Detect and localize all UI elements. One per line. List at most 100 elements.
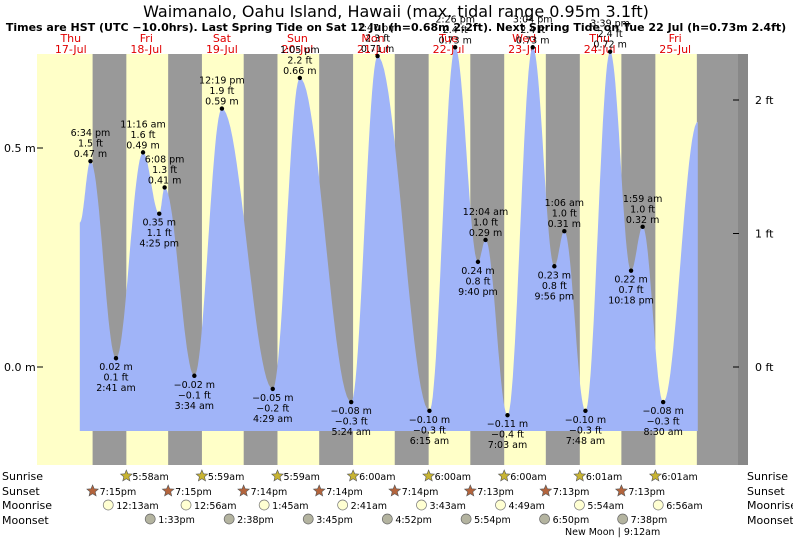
- sunrise-icon: [648, 469, 662, 482]
- left-tick-label: 0.0 m: [4, 361, 36, 374]
- sunset-icon: [312, 484, 326, 497]
- sunrise-time: 5:59am: [208, 472, 244, 483]
- sunrise-icon: [422, 469, 436, 482]
- moonset-time: 2:38pm: [237, 515, 274, 526]
- tide-label: 0.32 m: [626, 215, 659, 226]
- right-edge-band: [738, 54, 748, 465]
- day-date: 20-Jul: [282, 43, 314, 56]
- moonset-icon: [223, 513, 235, 525]
- sunrise-icon: [119, 469, 133, 482]
- moonrise-time: 1:45am: [272, 501, 308, 512]
- sunset-icon: [237, 484, 251, 497]
- tide-label: 8:30 am: [643, 427, 682, 438]
- moonset-icon: [539, 513, 550, 525]
- high-tide-marker: 3:04 pm2.4 ft0.73 m: [513, 14, 553, 50]
- high-tide-marker: 1:05 pm2.2 ft0.66 m: [280, 45, 320, 81]
- tide-point: [483, 237, 488, 243]
- tide-label: 3:04 pm: [513, 14, 553, 25]
- day-date: 24-Jul: [584, 43, 616, 56]
- tide-point: [297, 75, 303, 81]
- sunrise-icon: [271, 469, 284, 482]
- tide-label: 1:05 pm: [280, 45, 320, 56]
- tide-label: −0.1 ft: [178, 390, 211, 401]
- tide-label: −0.10 m: [409, 415, 450, 426]
- sunset-label-right: Sunset: [747, 485, 785, 498]
- moonrise-time: 12:56am: [194, 501, 236, 512]
- tide-label: −0.2 ft: [256, 403, 289, 414]
- sunset-time: 7:15pm: [175, 487, 212, 498]
- sunset-icon: [463, 484, 477, 497]
- moonrise-time: 12:13am: [116, 501, 158, 512]
- high-tide-marker: 12:19 pm1.9 ft0.59 m: [199, 76, 245, 111]
- tide-label: 6:08 pm: [145, 154, 185, 165]
- moonset-time: 5:54pm: [474, 515, 511, 526]
- tide-label: 0.8 ft: [465, 276, 490, 287]
- day-of-week: Sun: [287, 32, 308, 45]
- sunrise-time: 6:01am: [586, 472, 622, 483]
- tide-point: [349, 399, 354, 405]
- tide-label: 0.35 m: [143, 218, 176, 229]
- day-of-week: Fri: [669, 32, 682, 45]
- tide-label: 11:16 am: [120, 119, 165, 130]
- sunrise-time: 5:58am: [132, 472, 168, 483]
- tide-label: 1:47 pm: [358, 23, 398, 34]
- moon-phase-label: New Moon | 9:12am: [565, 527, 660, 538]
- tide-point: [88, 158, 93, 164]
- low-tide-marker: 0.02 m0.1 ft2:41 am: [96, 356, 136, 394]
- tide-label: 1.9 ft: [209, 86, 234, 97]
- sunrise-icon: [497, 469, 511, 482]
- moonset-icon: [460, 513, 472, 525]
- tide-label: 9:40 pm: [458, 287, 498, 298]
- tide-label: 1.6 ft: [131, 130, 156, 141]
- high-tide-marker: 1:47 pm2.3 ft0.71 m: [358, 23, 398, 59]
- sunrise-time: 6:00am: [359, 472, 395, 483]
- axes: 0.5 m 0.0 m 2 ft 1 ft 0 ft: [4, 94, 774, 374]
- tide-label: 0.7 ft: [619, 285, 644, 296]
- high-tide-marker: 1:59 am1.0 ft0.32 m: [623, 194, 662, 230]
- low-tide-marker: −0.10 m−0.3 ft6:15 am: [409, 408, 450, 447]
- moonset-time: 1:33pm: [158, 515, 195, 526]
- moonset-label-right: Moonset: [747, 514, 793, 527]
- moonrise-icon: [416, 499, 427, 511]
- day-of-week: Mon: [361, 32, 384, 45]
- tide-point: [113, 356, 119, 361]
- high-tide-marker: 2:26 pm2.4 ft0.73 m: [435, 14, 475, 50]
- moonrise-icon: [258, 499, 270, 511]
- tide-point: [375, 53, 380, 59]
- day-of-week: Wed: [512, 32, 536, 45]
- high-tide-marker: 6:34 pm1.5 ft0.47 m: [71, 128, 110, 164]
- sunset-label-left: Sunset: [2, 485, 40, 498]
- left-tick-label: 0.5 m: [4, 142, 36, 155]
- tide-annotations: 6:34 pm1.5 ft0.47 m 0.02 m0.1 ft2:41 am 11…: [71, 14, 684, 451]
- high-tide-marker: 1:06 am1.0 ft0.31 m: [545, 198, 584, 234]
- moonset-icon: [302, 513, 314, 525]
- tide-label: 1:59 am: [623, 194, 662, 205]
- tide-point: [140, 150, 146, 155]
- tide-label: 2.4 ft: [443, 25, 468, 36]
- right-tick-label: 0 ft: [755, 361, 774, 374]
- low-tide-marker: −0.08 m−0.3 ft8:30 am: [642, 399, 684, 438]
- tide-label: 5:24 am: [331, 427, 370, 438]
- tide-label: 0.8 ft: [542, 281, 567, 292]
- day-labels: Thu17-JulFri18-JulSat19-JulSun20-JulMon2…: [55, 32, 691, 56]
- tide-label: 7:48 am: [566, 436, 605, 447]
- tide-label: 0.02 m: [99, 362, 132, 373]
- tide-label: 1.5 ft: [78, 139, 103, 150]
- tide-label: 1.0 ft: [552, 209, 577, 220]
- tide-label: 12:19 pm: [199, 76, 245, 87]
- moonrise-time: 6:56am: [666, 501, 702, 512]
- tide-label: −0.11 m: [487, 419, 528, 430]
- sunset-icon: [86, 484, 100, 497]
- tide-label: −0.02 m: [174, 380, 215, 391]
- chart-subtitle: Times are HST (UTC −10.0hrs). Last Sprin…: [6, 21, 786, 34]
- moonset-label-left: Moonset: [2, 514, 49, 527]
- sunset-time: 7:13pm: [477, 487, 514, 498]
- tide-label: 0.1 ft: [103, 373, 128, 384]
- tide-point: [552, 264, 557, 269]
- tide-label: −0.3 ft: [569, 425, 602, 436]
- sunrise-time: 5:59am: [283, 472, 319, 483]
- low-tide-marker: −0.11 m−0.4 ft7:03 am: [487, 412, 528, 451]
- tide-label: −0.3 ft: [335, 417, 368, 428]
